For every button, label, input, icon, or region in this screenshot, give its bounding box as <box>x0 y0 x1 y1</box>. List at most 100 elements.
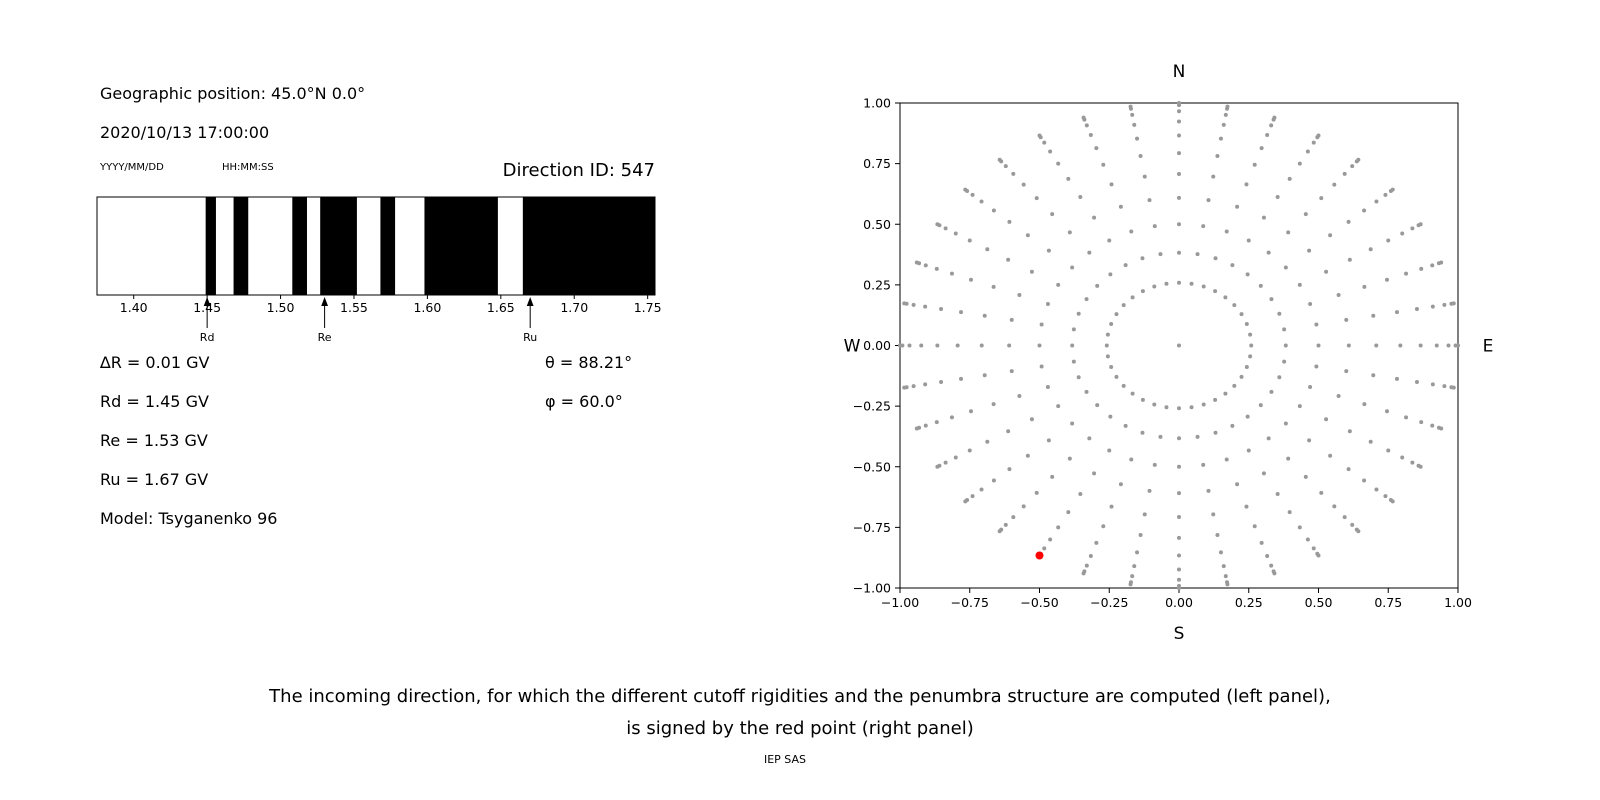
direction-dot <box>919 343 924 348</box>
direction-dot <box>1316 343 1321 348</box>
penumbra-band <box>320 197 357 295</box>
direction-dot <box>1303 474 1308 479</box>
direction-dot <box>1007 343 1012 348</box>
direction-dot <box>1439 426 1444 431</box>
direction-dot <box>1147 198 1152 203</box>
direction-dot <box>1308 302 1313 307</box>
direction-dot <box>997 529 1002 534</box>
direction-dot <box>991 478 996 483</box>
direction-dot <box>1319 490 1324 495</box>
direction-dot <box>1067 456 1072 461</box>
direction-dot <box>1050 212 1055 217</box>
direction-dot <box>1177 491 1181 496</box>
direction-dot <box>1084 389 1089 394</box>
cutoff-arrow-label: Rd <box>200 331 215 344</box>
rd-value: Rd = 1.45 GV <box>100 392 209 411</box>
direction-dot <box>1147 488 1152 493</box>
x-tick-label: 1.75 <box>634 300 662 315</box>
direction-dot <box>1071 327 1076 332</box>
direction-dot <box>1006 429 1011 434</box>
direction-dot <box>1384 409 1389 414</box>
direction-dot <box>1177 567 1181 572</box>
direction-dot <box>1201 402 1206 407</box>
direction-dot <box>1371 313 1376 318</box>
direction-dot <box>1039 322 1044 327</box>
direction-dot <box>1328 453 1333 458</box>
direction-dot <box>1048 537 1053 542</box>
penumbra-band <box>522 197 655 295</box>
direction-dot <box>1272 571 1277 576</box>
direction-dot <box>1003 164 1008 169</box>
direction-dot <box>1017 293 1022 298</box>
direction-dot <box>1132 122 1137 127</box>
direction-dot <box>1347 257 1352 262</box>
direction-dot <box>1078 194 1083 199</box>
direction-dot <box>1135 136 1140 141</box>
direction-dot <box>1105 354 1110 359</box>
direction-dot <box>1272 115 1277 120</box>
direction-dot <box>1104 343 1109 348</box>
direction-dot <box>1430 423 1435 428</box>
direction-dot <box>1277 375 1282 380</box>
direction-dot <box>1374 343 1379 348</box>
direction-dot <box>1084 563 1089 568</box>
direction-dot <box>1316 133 1321 138</box>
direction-dot <box>1215 532 1220 537</box>
cutoff-arrow-label: Ru <box>523 331 537 344</box>
direction-dot <box>1128 104 1133 109</box>
direction-dot <box>934 266 939 271</box>
direction-dot <box>985 247 990 252</box>
direction-dot <box>949 271 954 276</box>
direction-dot <box>1048 149 1053 154</box>
direction-dot <box>1213 397 1218 402</box>
direction-dot <box>1245 414 1250 419</box>
direction-dot <box>1215 154 1220 159</box>
direction-dot <box>1108 414 1113 419</box>
direction-dot <box>1118 204 1123 209</box>
direction-dot <box>1261 471 1266 476</box>
direction-dot <box>1078 492 1083 497</box>
direction-dot <box>1177 133 1181 138</box>
direction-dot <box>1297 161 1302 166</box>
direction-dot <box>953 231 958 236</box>
direction-dot <box>1213 289 1218 294</box>
direction-dot <box>1446 343 1451 348</box>
x-tick-label: 1.40 <box>120 300 148 315</box>
direction-dot <box>1386 238 1391 243</box>
direction-dot <box>1221 564 1226 569</box>
direction-dot <box>902 301 907 306</box>
direction-dot <box>1140 289 1145 294</box>
direction-dot <box>943 460 948 465</box>
direction-dot <box>1037 343 1042 348</box>
penumbra-band <box>292 197 307 295</box>
direction-dot <box>1283 421 1288 426</box>
direction-dot <box>1336 293 1341 298</box>
center-direction-dot <box>1177 343 1181 348</box>
direction-dot <box>1177 222 1181 227</box>
x-tick-label: 1.00 <box>1444 595 1472 610</box>
x-tick-label: 0.00 <box>1165 595 1193 610</box>
direction-dot <box>1249 343 1254 348</box>
direction-dot <box>1206 198 1211 203</box>
direction-dot <box>970 494 975 499</box>
direction-dot <box>1275 492 1280 497</box>
direction-dot <box>1056 282 1061 287</box>
direction-dot <box>991 402 996 407</box>
direction-dot <box>1121 303 1126 308</box>
direction-dot <box>1081 571 1086 576</box>
penumbra-band <box>380 197 396 295</box>
direction-dot <box>1223 112 1228 117</box>
direction-dot <box>1356 529 1361 534</box>
x-tick-label: 1.70 <box>560 300 588 315</box>
direction-dot <box>1394 310 1399 315</box>
direction-dot <box>1419 266 1424 271</box>
direction-dot <box>1275 194 1280 199</box>
direction-dot <box>1311 546 1316 551</box>
direction-dot <box>1011 171 1016 176</box>
direction-dot <box>1084 297 1089 302</box>
direction-dot <box>1158 434 1163 439</box>
cutoff-arrow-head <box>203 297 211 306</box>
x-tick-label: 1.50 <box>267 300 295 315</box>
penumbra-axes-box <box>96 196 656 296</box>
